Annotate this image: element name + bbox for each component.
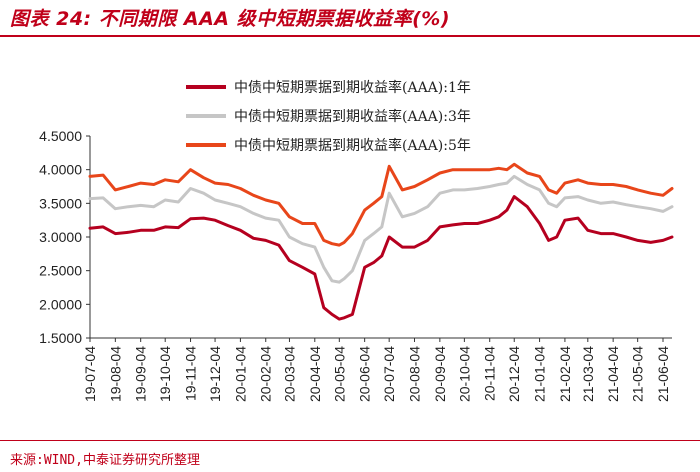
line-chart: 1.5000 2.0000 2.5000 3.0000 3.5000 4.0000 4.50…: [39, 79, 674, 402]
chart-title: 图表 24: 不同期限 AAA 级中短期票据收益率(%): [10, 8, 451, 30]
source-note: 来源:WIND,中泰证券研究所整理: [10, 453, 200, 468]
x-tick-label: 20-01-04: [232, 346, 248, 402]
x-tick-label: 20-05-04: [331, 346, 347, 402]
title-divider: [0, 35, 700, 37]
legend-label-1: 中债中短期票据到期收益率(AAA):1年: [234, 79, 471, 96]
y-tick-label: 2.5000: [39, 263, 82, 279]
x-tick-label: 20-10-04: [456, 346, 472, 402]
x-tick-label: 21-01-04: [532, 346, 548, 402]
x-tick-label: 19-08-04: [107, 346, 123, 402]
x-tick-label: 20-09-04: [432, 346, 448, 402]
legend-label-2: 中债中短期票据到期收益率(AAA):3年: [234, 108, 471, 125]
y-tick-label: 1.5000: [39, 330, 82, 346]
x-tick-label: 20-03-04: [281, 346, 297, 402]
x-tick-label: 20-12-04: [506, 346, 522, 402]
x-tick-label: 19-10-04: [157, 346, 173, 402]
x-tick-label: 20-08-04: [407, 346, 423, 402]
series-line-3: [88, 162, 674, 247]
x-tick-label: 21-05-04: [630, 346, 646, 402]
y-tick-label: 3.5000: [39, 195, 82, 211]
x-tick-label: 20-07-04: [381, 346, 397, 402]
x-tick-label: 20-06-04: [357, 346, 373, 402]
y-tick-label: 3.0000: [39, 229, 82, 245]
x-tick-label: 20-04-04: [307, 346, 323, 402]
x-tick-label: 21-06-04: [655, 346, 671, 402]
legend-label-3: 中债中短期票据到期收益率(AAA):5年: [234, 137, 471, 154]
x-tick-label: 21-04-04: [605, 346, 621, 402]
series-line-2: [88, 174, 674, 284]
x-tick-label: 19-07-04: [82, 346, 98, 402]
x-tick-label: 21-03-04: [580, 346, 596, 402]
y-tick-label: 4.5000: [39, 128, 82, 144]
x-tick-label: 20-11-04: [482, 346, 498, 401]
x-tick-label: 20-02-04: [258, 346, 274, 402]
x-tick-label: 19-09-04: [133, 346, 149, 402]
x-tick-label: 21-02-04: [557, 346, 573, 402]
y-tick-label: 2.0000: [39, 296, 82, 312]
footer-divider: [0, 440, 700, 441]
y-tick-label: 4.0000: [39, 162, 82, 178]
x-tick-label: 19-11-04: [183, 346, 199, 401]
x-tick-label: 19-12-04: [207, 346, 223, 402]
series-line-1: [88, 195, 674, 321]
